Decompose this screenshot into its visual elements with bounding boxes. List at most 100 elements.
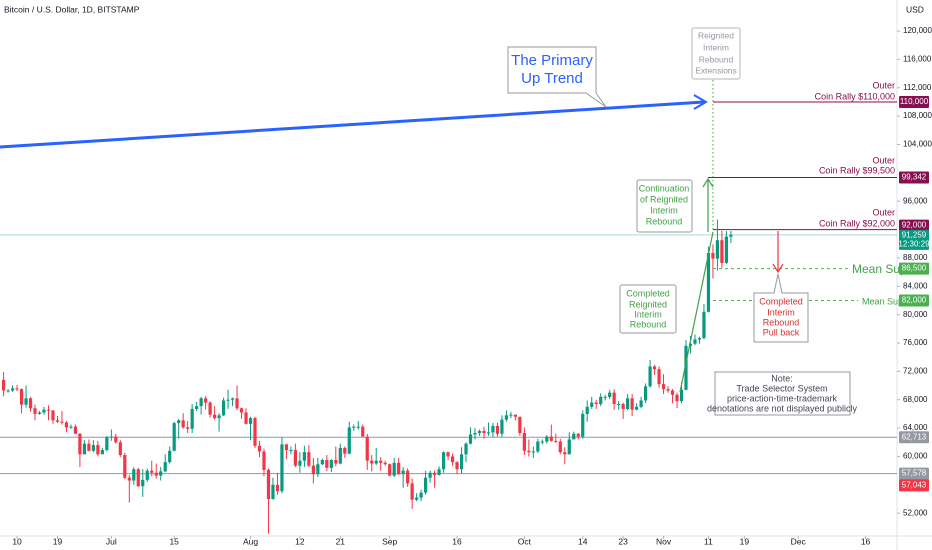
- candle-body: [486, 432, 491, 434]
- candle-body: [549, 436, 553, 441]
- candle-body: [141, 479, 145, 487]
- candle-body: [536, 441, 540, 452]
- candle-body: [527, 450, 531, 453]
- note-box: [714, 371, 851, 416]
- candle-body: [244, 412, 248, 424]
- candle-body: [697, 338, 702, 340]
- candle-body: [289, 450, 293, 452]
- annotation-text: Note:: [771, 373, 793, 383]
- candle-body: [379, 460, 383, 463]
- candle-body: [73, 426, 78, 434]
- candle-body: [235, 398, 239, 409]
- annotation-text: Interim: [634, 309, 662, 319]
- candle-body: [491, 425, 495, 433]
- annotation-text: Rebound: [699, 54, 734, 64]
- candle-body: [275, 484, 280, 492]
- candle-body: [190, 408, 194, 429]
- candle-body: [635, 406, 639, 410]
- y-tick-label: 108,000: [903, 111, 932, 120]
- x-tick-label: Sep: [382, 536, 397, 546]
- annotation-text: Interim: [703, 42, 729, 52]
- candle-body: [518, 416, 522, 434]
- candle-body: [576, 433, 580, 437]
- chart-title: Bitcoin / U.S. Dollar, 1D, BITSTAMP: [4, 4, 140, 14]
- x-tick-label: 19: [53, 536, 63, 546]
- candle-body: [450, 456, 455, 463]
- x-tick-label: 16: [452, 536, 462, 546]
- candle-body: [455, 462, 459, 470]
- candle-body: [168, 450, 172, 463]
- candle-body: [374, 460, 378, 464]
- candle-body: [661, 384, 666, 390]
- x-tick-label: 10: [12, 536, 22, 546]
- candle-body: [136, 469, 140, 487]
- candle-body: [320, 459, 324, 465]
- y-tick-label: 104,000: [903, 140, 932, 149]
- candle-body: [599, 396, 603, 404]
- pullback-arrow: [772, 263, 784, 274]
- candle-body: [652, 366, 657, 370]
- candle-body: [177, 420, 181, 424]
- candle-body: [419, 492, 423, 498]
- candle-body: [612, 392, 616, 404]
- candle-body: [468, 434, 473, 444]
- candle-body: [666, 389, 670, 391]
- price-label-box: [899, 467, 929, 480]
- x-tick-label: 23: [618, 536, 628, 546]
- candle-body: [33, 408, 37, 414]
- candle-body: [482, 430, 486, 434]
- annotation-text: Coin Rally $110,000: [815, 91, 895, 101]
- candle-body: [437, 469, 441, 475]
- candle-body: [473, 433, 477, 435]
- candle-body: [670, 390, 675, 395]
- candle-body: [195, 406, 199, 409]
- candle-body: [626, 398, 630, 409]
- candle-body: [702, 311, 706, 339]
- candle-body: [531, 451, 535, 453]
- completed-box: [619, 284, 677, 334]
- candle-body: [688, 343, 693, 346]
- candle-body: [127, 477, 131, 481]
- candle-body: [585, 406, 589, 414]
- price-label: 92,000: [902, 221, 927, 230]
- candle-body: [459, 454, 464, 470]
- candle-body: [720, 240, 724, 263]
- candle-body: [370, 460, 374, 464]
- candle-body: [105, 437, 109, 451]
- x-tick-label: 14: [578, 536, 588, 546]
- candle-body: [10, 388, 15, 391]
- candle-body: [217, 415, 221, 419]
- countdown-label: 12:30:29: [898, 239, 930, 248]
- candle-body: [262, 451, 266, 470]
- candle-body: [154, 472, 158, 476]
- candle-body: [608, 392, 612, 397]
- candle-body: [199, 398, 203, 407]
- candle-body: [163, 462, 167, 472]
- x-tick-label: Nov: [656, 536, 672, 546]
- annotation-text: Interim: [767, 307, 795, 317]
- currency-label[interactable]: USD: [906, 4, 924, 14]
- y-tick-label: 72,000: [903, 366, 928, 375]
- annotation-text: price-action-time-trademark: [727, 393, 838, 403]
- x-tick-label: Aug: [243, 536, 258, 546]
- candle-body: [617, 403, 621, 405]
- y-tick-label: 96,000: [903, 196, 928, 205]
- candle-body: [572, 433, 576, 440]
- y-tick-label: 84,000: [903, 281, 928, 290]
- candle-body: [406, 470, 410, 484]
- annotation-text: Completed: [626, 288, 670, 298]
- y-tick-label: 116,000: [903, 55, 932, 64]
- candle-body: [284, 444, 289, 451]
- annotation-text: Extensions: [695, 65, 737, 75]
- y-tick-label: 64,000: [903, 423, 928, 432]
- candle-body: [1, 379, 6, 391]
- candle-body: [100, 450, 104, 455]
- candle-body: [693, 339, 697, 344]
- candle-body: [464, 443, 468, 455]
- candle-body: [257, 445, 262, 452]
- annotation-text: Outer: [872, 207, 895, 217]
- y-tick-label: 88,000: [903, 253, 928, 262]
- annotation-text: Rebound: [763, 317, 800, 327]
- candle-body: [540, 441, 544, 443]
- candle-body: [361, 426, 365, 437]
